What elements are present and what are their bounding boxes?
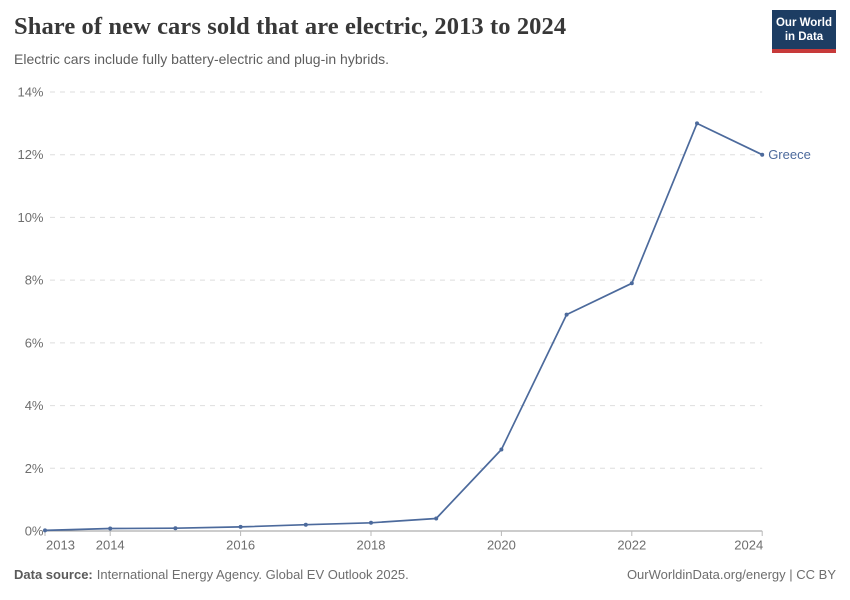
y-tick-label-10: 10% bbox=[17, 210, 43, 225]
data-point-2024 bbox=[760, 152, 765, 157]
y-tick-label-6: 6% bbox=[25, 335, 44, 350]
attribution-text: OurWorldinData.org/energy | CC BY bbox=[626, 567, 836, 582]
data-point-2018 bbox=[369, 520, 373, 525]
data-point-2017 bbox=[303, 522, 308, 527]
series-end-label: Greece bbox=[768, 147, 811, 162]
data-point-2023 bbox=[695, 121, 699, 126]
x-tick-label-2024: 2024 bbox=[734, 538, 763, 553]
data-point-2022 bbox=[629, 281, 634, 286]
chart-subtitle: Electric cars include fully battery-elec… bbox=[14, 51, 390, 67]
y-tick-label-4: 4% bbox=[25, 398, 44, 413]
data-source-text: International Energy Agency. Global EV O… bbox=[96, 567, 409, 582]
owid-logo-line1: Our World bbox=[775, 17, 832, 29]
x-tick-label-2014: 2014 bbox=[96, 538, 125, 553]
page-title: Share of new cars sold that are electric… bbox=[14, 13, 567, 40]
y-tick-label-12: 12% bbox=[17, 147, 43, 162]
data-point-2013 bbox=[43, 528, 47, 533]
chart-footer: Data source: International Energy Agency.… bbox=[14, 567, 836, 582]
series-line-greece bbox=[44, 122, 764, 532]
owid-logo: Our World in Data bbox=[772, 10, 836, 53]
x-tick-label-2022: 2022 bbox=[617, 538, 646, 553]
x-tick-label-2013: 2013 bbox=[46, 538, 75, 553]
y-tick-label-8: 8% bbox=[25, 273, 44, 288]
data-point-2019 bbox=[434, 516, 439, 521]
x-tick-label-2020: 2020 bbox=[487, 538, 516, 553]
x-tick-label-2016: 2016 bbox=[226, 538, 255, 553]
x-tick-label-2018: 2018 bbox=[357, 538, 386, 553]
data-point-2014 bbox=[108, 526, 113, 531]
data-point-2020 bbox=[499, 447, 504, 452]
y-tick-label-0: 0% bbox=[25, 524, 44, 539]
y-tick-label-2: 2% bbox=[25, 461, 44, 476]
data-point-2015 bbox=[173, 526, 178, 531]
data-point-2016 bbox=[238, 524, 243, 529]
data-source-label: Data source: bbox=[14, 567, 93, 582]
data-source-note: Data source: International Energy Agency.… bbox=[14, 567, 409, 582]
owid-logo-line2: in Data bbox=[784, 31, 824, 43]
y-tick-label-14: 14% bbox=[17, 85, 43, 100]
data-point-2021 bbox=[564, 312, 569, 317]
